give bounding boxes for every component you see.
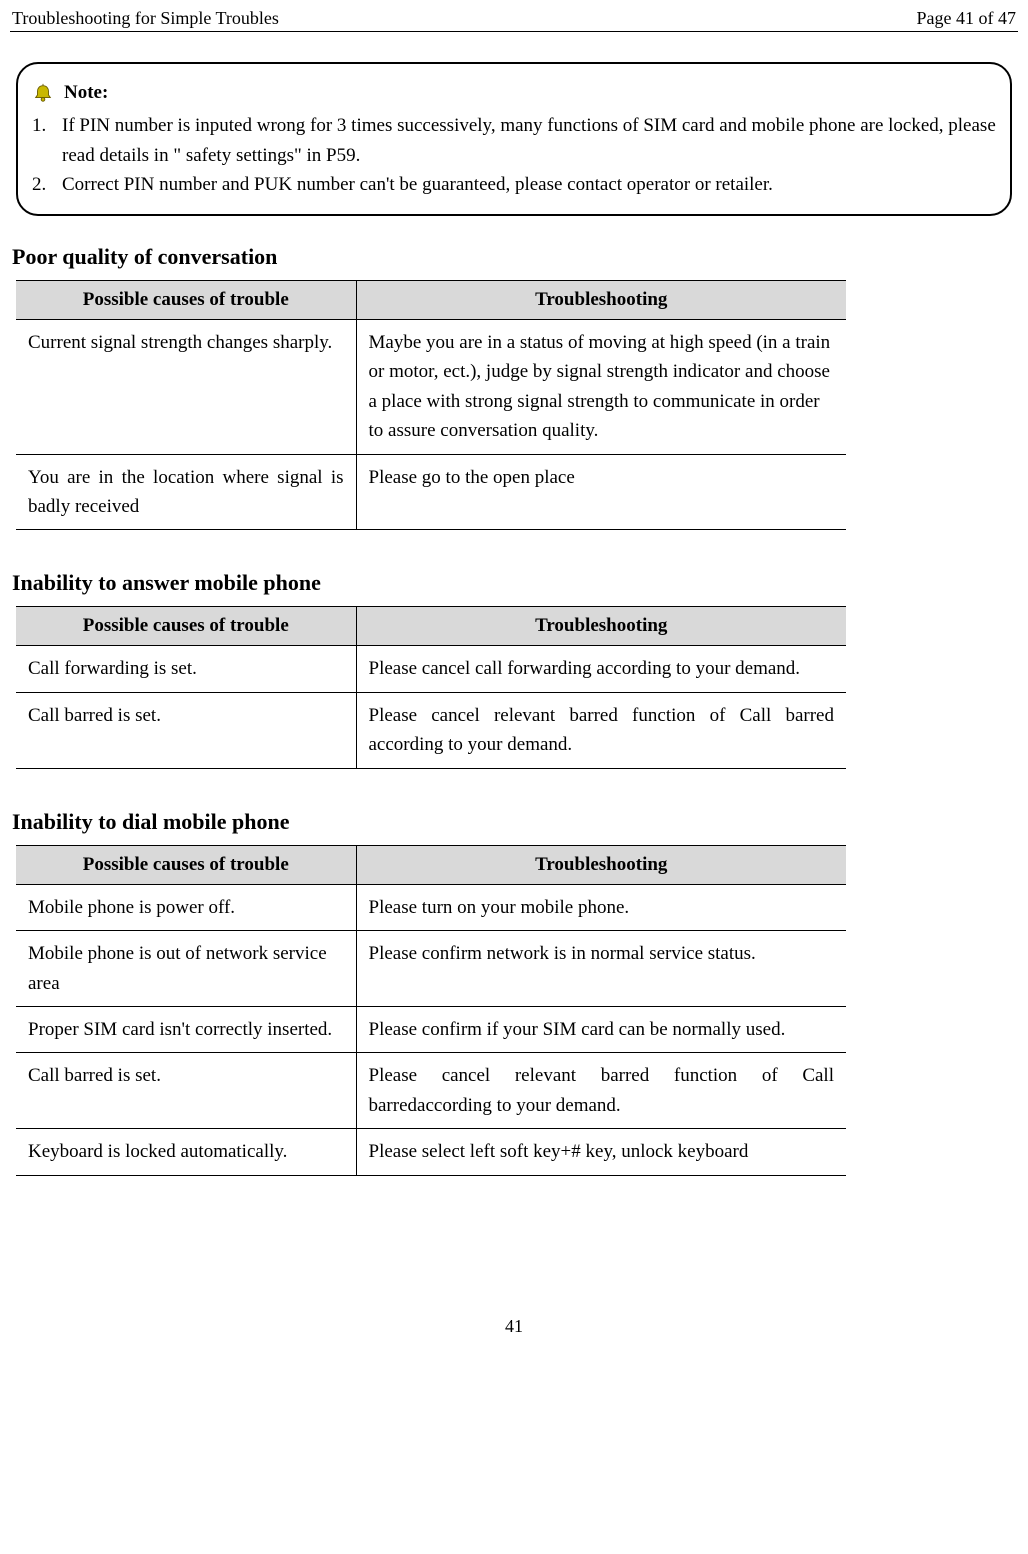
table-row: Current signal strength changes sharply.…	[16, 319, 846, 454]
header-title: Troubleshooting for Simple Troubles	[12, 8, 279, 29]
note-item: 2.Correct PIN number and PUK number can'…	[32, 170, 996, 199]
cell-cause: Call forwarding is set.	[16, 646, 356, 692]
page-header: Troubleshooting for Simple Troubles Page…	[10, 0, 1018, 32]
table-row: Call barred is set.Please cancel relevan…	[16, 692, 846, 768]
cell-fix: Maybe you are in a status of moving at h…	[356, 319, 846, 454]
cell-fix: Please select left soft key+# key, unloc…	[356, 1129, 846, 1175]
bell-icon	[32, 82, 54, 104]
column-header-fix: Troubleshooting	[356, 280, 846, 319]
table-row: Proper SIM card isn't correctly inserted…	[16, 1007, 846, 1053]
section-heading: Inability to dial mobile phone	[10, 809, 1018, 835]
troubleshooting-table: Possible causes of troubleTroubleshootin…	[16, 606, 846, 768]
note-title-row: Note:	[32, 78, 996, 107]
section-heading: Inability to answer mobile phone	[10, 570, 1018, 596]
header-page-label: Page 41 of 47	[917, 8, 1016, 29]
table-header-row: Possible causes of troubleTroubleshootin…	[16, 607, 846, 646]
column-header-cause: Possible causes of trouble	[16, 845, 356, 884]
note-label: Note:	[64, 78, 108, 107]
troubleshooting-table: Possible causes of troubleTroubleshootin…	[16, 845, 846, 1176]
cell-fix: Please go to the open place	[356, 454, 846, 530]
table-row: Keyboard is locked automatically.Please …	[16, 1129, 846, 1175]
section-heading: Poor quality of conversation	[10, 244, 1018, 270]
note-list: 1.If PIN number is inputed wrong for 3 t…	[32, 111, 996, 199]
cell-fix: Please turn on your mobile phone.	[356, 884, 846, 930]
cell-cause: Proper SIM card isn't correctly inserted…	[16, 1007, 356, 1053]
note-item: 1.If PIN number is inputed wrong for 3 t…	[32, 111, 996, 170]
table-row: You are in the location where signal is …	[16, 454, 846, 530]
cell-fix: Please confirm if your SIM card can be n…	[356, 1007, 846, 1053]
table-row: Call barred is set.Please cancel relevan…	[16, 1053, 846, 1129]
note-item-number: 1.	[32, 111, 62, 140]
column-header-cause: Possible causes of trouble	[16, 607, 356, 646]
page: Troubleshooting for Simple Troubles Page…	[0, 0, 1028, 1349]
column-header-cause: Possible causes of trouble	[16, 280, 356, 319]
cell-cause: Call barred is set.	[16, 692, 356, 768]
note-item-text: If PIN number is inputed wrong for 3 tim…	[62, 115, 996, 165]
cell-cause: Mobile phone is out of network service a…	[16, 931, 356, 1007]
cell-cause: Mobile phone is power off.	[16, 884, 356, 930]
cell-fix: Please cancel relevant barred function o…	[356, 692, 846, 768]
table-row: Mobile phone is power off.Please turn on…	[16, 884, 846, 930]
cell-cause: Keyboard is locked automatically.	[16, 1129, 356, 1175]
cell-fix: Please confirm network is in normal serv…	[356, 931, 846, 1007]
note-item-number: 2.	[32, 170, 62, 199]
cell-fix: Please cancel call forwarding according …	[356, 646, 846, 692]
cell-cause: Current signal strength changes sharply.	[16, 319, 356, 454]
cell-fix: Please cancel relevant barred function o…	[356, 1053, 846, 1129]
table-row: Mobile phone is out of network service a…	[16, 931, 846, 1007]
note-item-text: Correct PIN number and PUK number can't …	[62, 174, 773, 195]
troubleshooting-table: Possible causes of troubleTroubleshootin…	[16, 280, 846, 531]
column-header-fix: Troubleshooting	[356, 845, 846, 884]
table-header-row: Possible causes of troubleTroubleshootin…	[16, 845, 846, 884]
cell-cause: You are in the location where signal is …	[16, 454, 356, 530]
table-row: Call forwarding is set.Please cancel cal…	[16, 646, 846, 692]
note-box: Note: 1.If PIN number is inputed wrong f…	[16, 62, 1012, 216]
sections-container: Poor quality of conversation Possible cau…	[10, 244, 1018, 1176]
table-header-row: Possible causes of troubleTroubleshootin…	[16, 280, 846, 319]
cell-cause: Call barred is set.	[16, 1053, 356, 1129]
column-header-fix: Troubleshooting	[356, 607, 846, 646]
footer-page-number: 41	[10, 1316, 1018, 1349]
